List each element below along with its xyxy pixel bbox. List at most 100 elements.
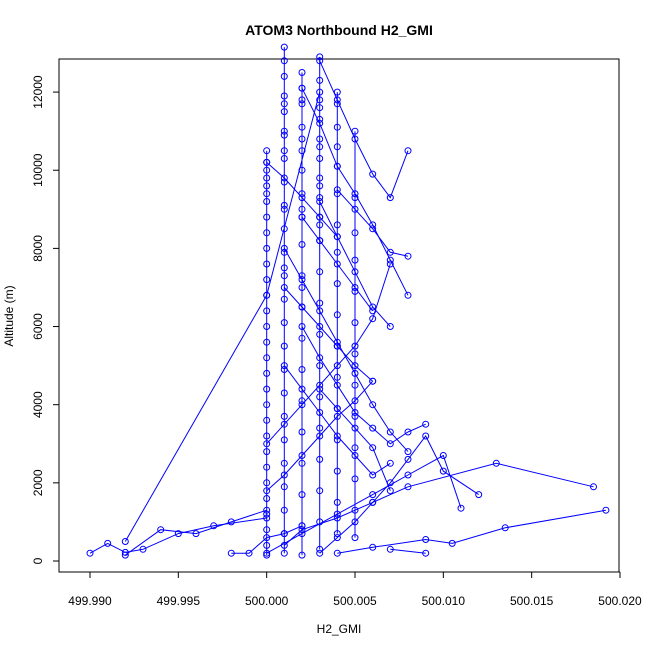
data-point [263, 514, 271, 522]
data-point [280, 471, 288, 479]
data-point [298, 303, 306, 311]
y-tick-label: 12000 [31, 75, 45, 109]
data-point [298, 491, 306, 499]
series-line [266, 380, 374, 492]
data-point [316, 487, 324, 495]
data-point [316, 57, 324, 65]
series-line [337, 509, 606, 554]
data-point [280, 174, 288, 182]
data-point [298, 385, 306, 393]
data-point [333, 373, 341, 381]
series-line [390, 548, 426, 554]
data-point [501, 524, 509, 532]
x-tick-label: 500.015 [510, 594, 554, 608]
data-point [174, 530, 182, 538]
data-point [263, 432, 271, 440]
series-16 [227, 522, 306, 557]
data-point [351, 350, 359, 358]
data-point [333, 221, 341, 229]
data-point [386, 440, 394, 448]
data-point [351, 397, 359, 405]
data-point [316, 119, 324, 127]
data-point [333, 514, 341, 522]
data-point [386, 428, 394, 436]
data-point [351, 506, 359, 514]
series-line [266, 454, 462, 554]
data-point [121, 551, 129, 559]
data-point [280, 342, 288, 350]
data-point [404, 252, 412, 260]
data-point [475, 491, 483, 499]
data-point [316, 155, 324, 162]
data-point [263, 276, 271, 284]
data-point [316, 424, 324, 432]
data-point [263, 229, 271, 237]
data-point [422, 536, 430, 543]
data-point [263, 260, 271, 268]
series-line [266, 263, 391, 445]
y-axis-label: Altitude (m) [2, 285, 16, 346]
data-point [316, 307, 324, 315]
data-point [316, 393, 324, 401]
data-point [298, 526, 306, 534]
y-tick-label: 2000 [31, 469, 45, 496]
data-point [298, 84, 306, 92]
data-point [333, 162, 341, 170]
data-point [86, 549, 94, 557]
series-line [336, 189, 409, 257]
x-tick-label: 500.020 [598, 594, 642, 608]
data-point [263, 416, 271, 424]
data-point [263, 541, 271, 549]
data-point [316, 549, 324, 557]
series-19 [280, 244, 412, 456]
data-point [280, 272, 288, 280]
series-20 [298, 323, 430, 448]
data-point [369, 307, 377, 315]
series-13 [263, 452, 465, 557]
data-point [448, 539, 456, 547]
data-point [263, 440, 271, 448]
x-axis-label: H2_GMI [317, 622, 362, 636]
data-point [351, 284, 359, 291]
data-point [333, 549, 341, 557]
series-18 [263, 260, 394, 448]
data-point [333, 186, 341, 194]
data-point [351, 135, 359, 143]
data-point [351, 424, 359, 432]
data-point [351, 518, 359, 526]
data-point [351, 369, 359, 377]
data-point [280, 506, 288, 514]
data-point [121, 538, 129, 545]
data-point [333, 260, 341, 268]
data-point [333, 280, 341, 288]
data-point [298, 241, 306, 248]
x-tick-label: 500.000 [245, 594, 289, 608]
data-point [333, 143, 341, 151]
data-point [280, 147, 288, 155]
data-point [386, 260, 394, 268]
data-point [280, 420, 288, 428]
data-point [316, 545, 324, 553]
y-tick-label: 10000 [31, 153, 45, 187]
data-point [386, 248, 394, 256]
data-point [263, 385, 271, 393]
data-point [157, 526, 165, 534]
data-point [316, 143, 324, 151]
data-point [386, 545, 394, 553]
data-point [404, 455, 412, 463]
data-point [333, 534, 341, 542]
data-point [263, 479, 271, 487]
y-axis: 0 2000 4000 6000 8000 10000 12000 [31, 75, 60, 564]
data-point [263, 354, 271, 362]
data-point [280, 549, 288, 557]
series-line [283, 365, 391, 476]
data-point [351, 412, 359, 420]
data-point [298, 323, 306, 330]
series-line [266, 162, 338, 238]
data-point [404, 483, 412, 491]
data-point [333, 412, 341, 420]
series-26 [263, 158, 341, 241]
data-point [351, 229, 359, 237]
data-point [263, 369, 271, 377]
series-10 [280, 459, 597, 549]
